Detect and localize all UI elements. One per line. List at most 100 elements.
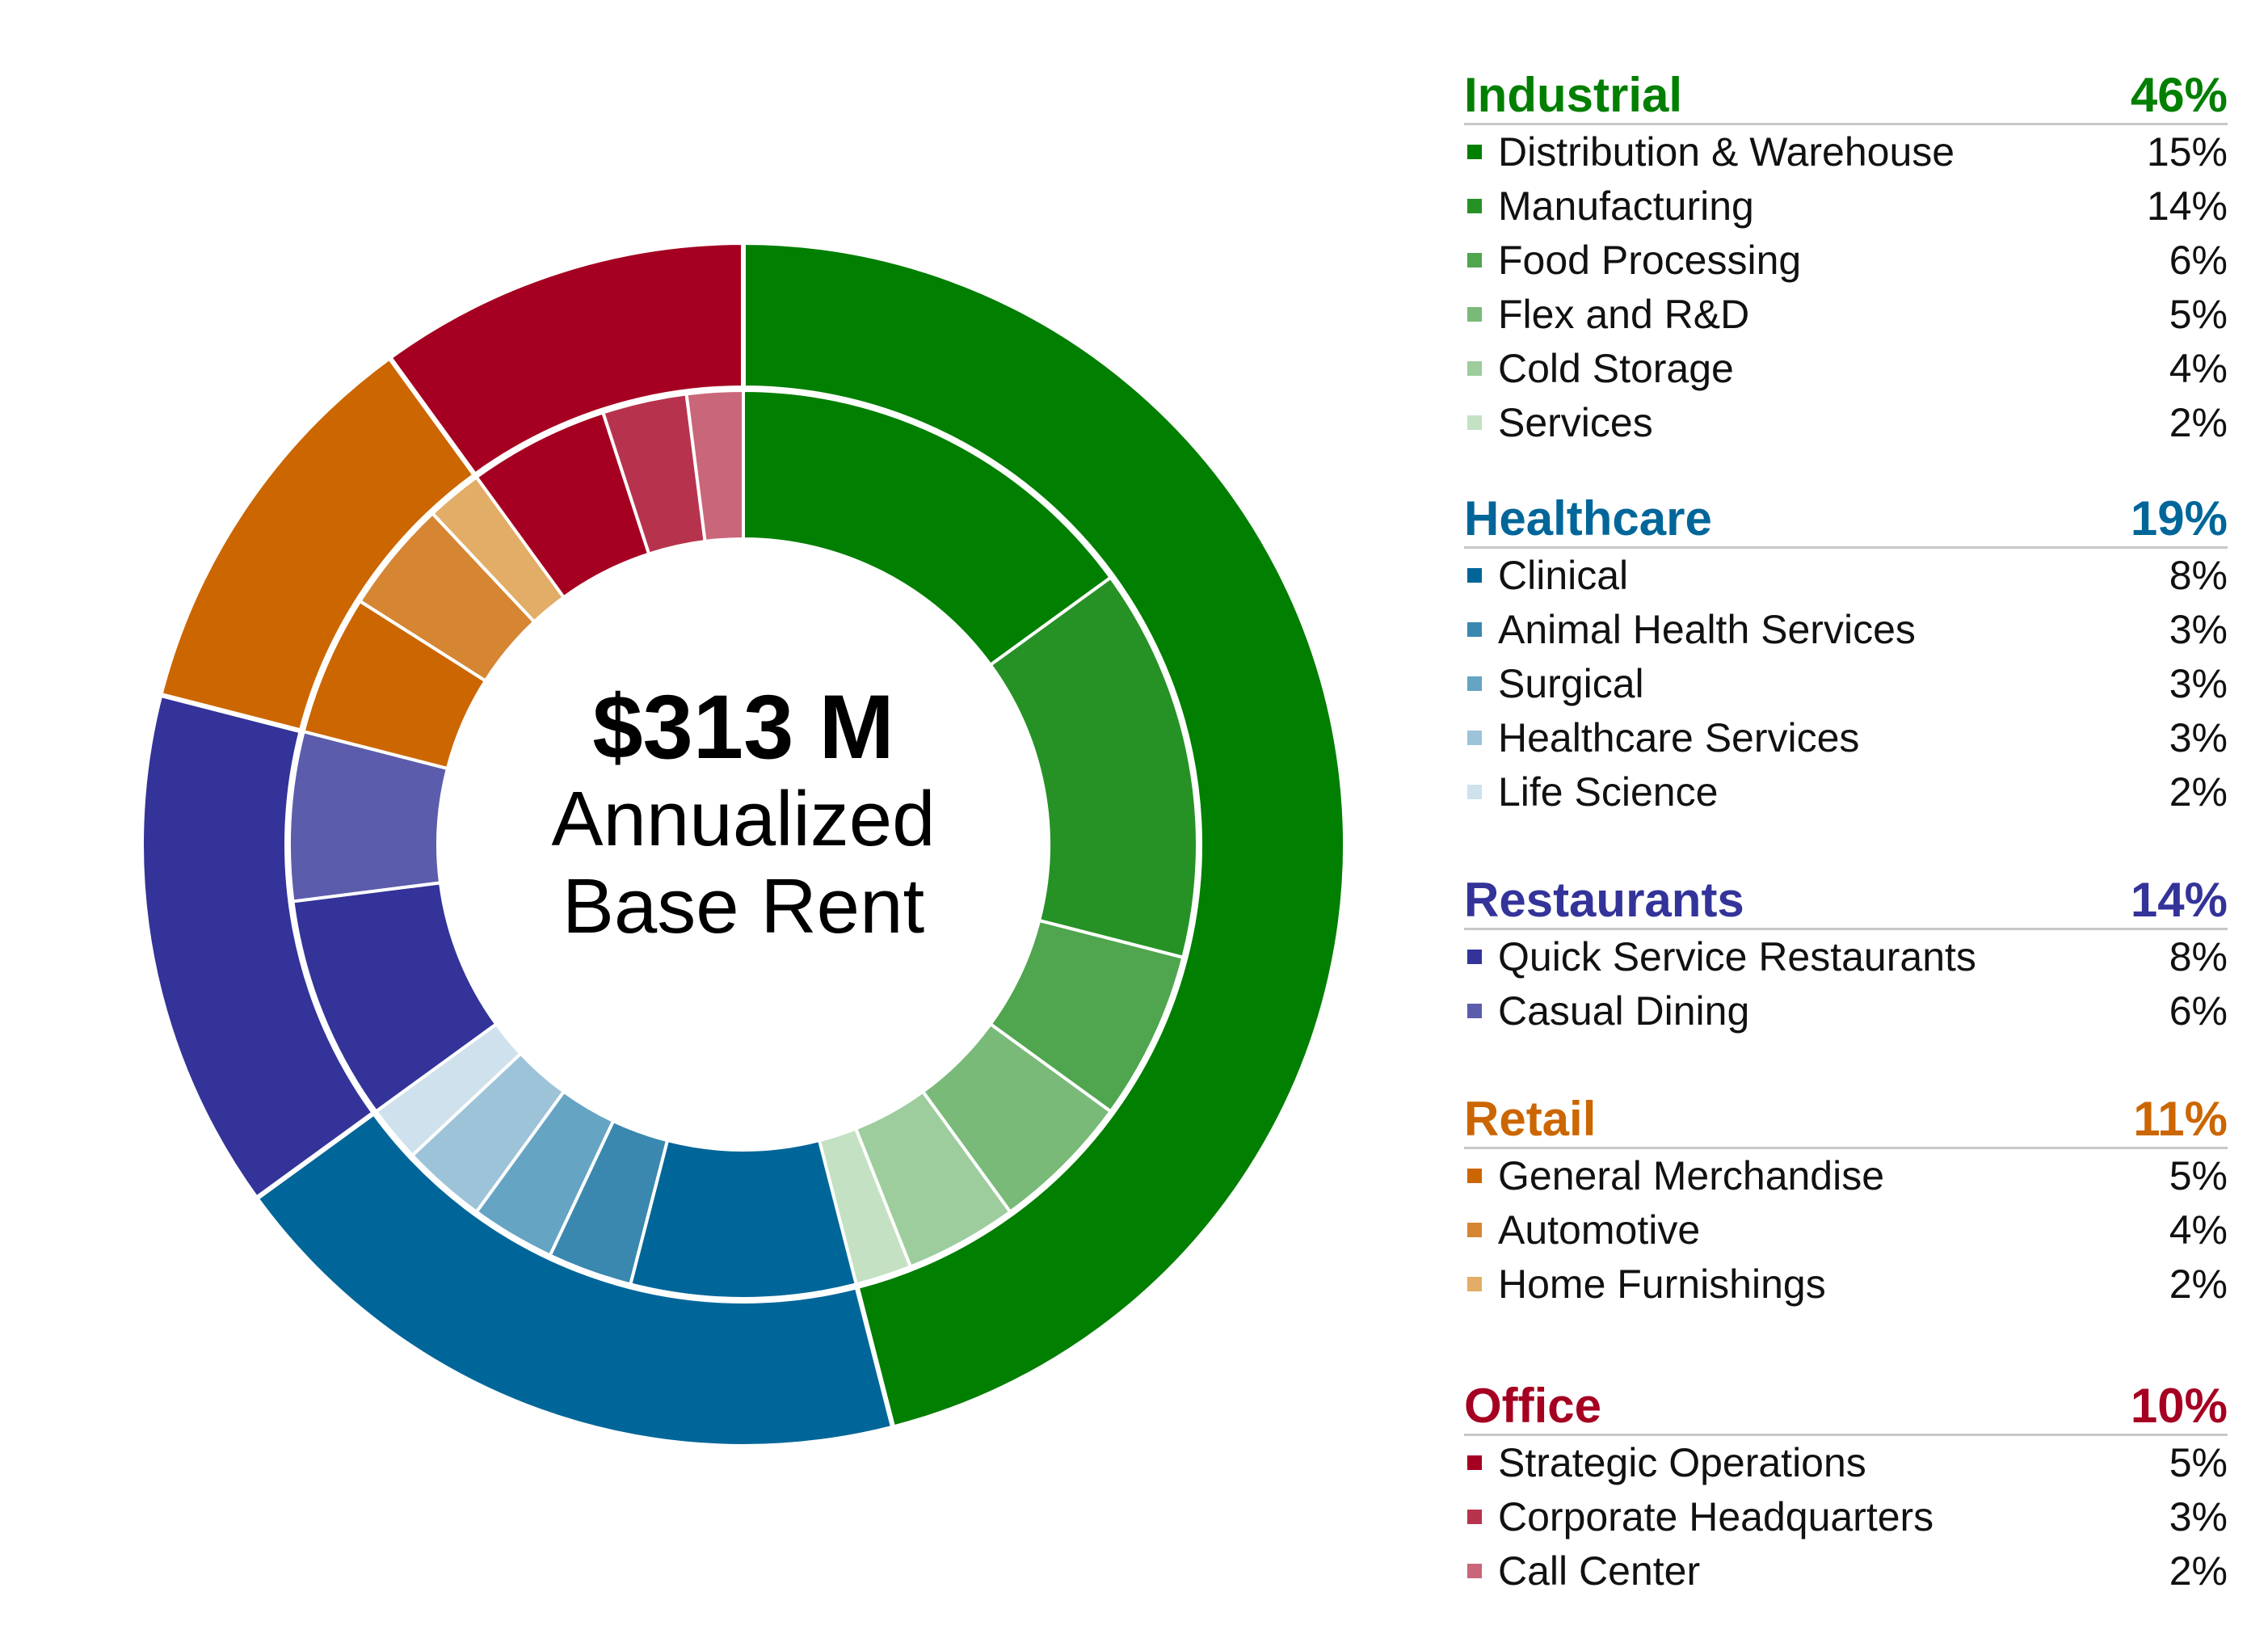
legend-item-label: Distribution & Warehouse [1498, 129, 1955, 175]
legend-swatch [1467, 1455, 1482, 1470]
legend-group-healthcare: Healthcare 19% Clinical 8% Animal Health S… [1464, 480, 2228, 819]
legend-item-percent: 2% [2169, 400, 2228, 445]
legend-item: Home Furnishings 2% [1464, 1257, 2228, 1312]
legend-item: Healthcare Services 3% [1464, 711, 2228, 765]
inner-slice-clinical [628, 1138, 859, 1300]
legend-item-label: Manufacturing [1498, 183, 1754, 229]
legend-group-header: Restaurants 14% [1464, 861, 2228, 930]
legend-item-percent: 4% [2169, 1207, 2228, 1253]
legend-swatch [1467, 199, 1482, 213]
legend-group-name: Retail [1464, 1092, 1597, 1146]
legend-item-label: Healthcare Services [1498, 715, 1860, 760]
legend-item-percent: 2% [2169, 769, 2228, 815]
legend-swatch [1467, 145, 1482, 159]
legend-item: Surgical 3% [1464, 657, 2228, 711]
legend-group-percent: 14% [2130, 873, 2228, 927]
legend-item-label: Services [1498, 400, 1653, 445]
center-line-1: Annualized [551, 776, 936, 862]
legend-group-header: Retail 11% [1464, 1080, 2228, 1149]
legend-item-label: Flex and R&D [1498, 292, 1750, 337]
legend-item-percent: 8% [2169, 934, 2228, 979]
legend-item-label: Call Center [1498, 1548, 1701, 1594]
legend-group-percent: 10% [2130, 1379, 2228, 1433]
legend-swatch [1467, 415, 1482, 430]
legend-item-label: Life Science [1498, 769, 1719, 815]
legend-group-header: Office 10% [1464, 1367, 2228, 1436]
legend-swatch [1467, 1510, 1482, 1524]
legend-item-label: Strategic Operations [1498, 1440, 1866, 1485]
legend-item: Strategic Operations 5% [1464, 1436, 2228, 1490]
legend-item-percent: 5% [2169, 1440, 2228, 1485]
legend-item-percent: 14% [2146, 183, 2228, 229]
legend-items: Distribution & Warehouse 15% Manufacturing… [1464, 125, 2228, 450]
legend-group-retail: Retail 11% General Merchandise 5% Automoti… [1464, 1080, 2228, 1312]
nested-donut-chart [139, 239, 1348, 1449]
legend-item-percent: 4% [2169, 346, 2228, 391]
legend-group-name: Restaurants [1464, 873, 1744, 927]
legend-item-label: Surgical [1498, 661, 1644, 706]
legend-item: Distribution & Warehouse 15% [1464, 125, 2228, 179]
legend-group-percent: 19% [2130, 491, 2228, 545]
inner-ring [288, 388, 1199, 1300]
outer-slice-office [385, 239, 746, 479]
legend-swatch [1467, 1169, 1482, 1183]
legend-item-percent: 3% [2169, 607, 2228, 652]
legend-swatch [1467, 950, 1482, 964]
legend-group-office: Office 10% Strategic Operations 5% Corpora… [1464, 1367, 2228, 1598]
legend-item-percent: 5% [2169, 292, 2228, 337]
legend-item-percent: 6% [2169, 988, 2228, 1034]
legend-items: Strategic Operations 5% Corporate Headquar… [1464, 1436, 2228, 1598]
total-amount: $313 M [592, 676, 894, 777]
legend-item-percent: 2% [2169, 1261, 2228, 1307]
legend-items: Clinical 8% Animal Health Services 3% Surgic… [1464, 549, 2228, 819]
legend-item: Manufacturing 14% [1464, 179, 2228, 234]
legend-group-name: Office [1464, 1379, 1602, 1433]
legend-item-label: Clinical [1498, 553, 1629, 598]
legend-item-label: Corporate Headquarters [1498, 1494, 1934, 1539]
legend-item-label: Animal Health Services [1498, 607, 1916, 652]
legend-swatch [1467, 1223, 1482, 1237]
legend-item-percent: 5% [2169, 1153, 2228, 1198]
legend-item: Automotive 4% [1464, 1203, 2228, 1257]
legend-item-label: General Merchandise [1498, 1153, 1885, 1198]
legend-group-header: Healthcare 19% [1464, 480, 2228, 549]
legend-item: Animal Health Services 3% [1464, 603, 2228, 657]
inner-slice-call-center [684, 388, 745, 544]
legend-swatch [1467, 307, 1482, 322]
legend-group-name: Healthcare [1464, 491, 1712, 545]
legend-group-industrial: Industrial 46% Distribution & Warehouse 1… [1464, 57, 2228, 450]
legend-swatch [1467, 1277, 1482, 1291]
legend-item: General Merchandise 5% [1464, 1149, 2228, 1203]
legend-item: Services 2% [1464, 396, 2228, 450]
legend-item-label: Quick Service Restaurants [1498, 934, 1976, 979]
legend-items: General Merchandise 5% Automotive 4% Home Fu… [1464, 1149, 2228, 1312]
legend-swatch [1467, 676, 1482, 691]
legend-item: Flex and R&D 5% [1464, 288, 2228, 342]
outer-slice-healthcare [253, 1109, 896, 1449]
legend-group-name: Industrial [1464, 68, 1683, 122]
legend-swatch [1467, 361, 1482, 376]
legend-swatch [1467, 731, 1482, 745]
legend-swatch [1467, 622, 1482, 637]
legend-item: Casual Dining 6% [1464, 984, 2228, 1038]
legend-swatch [1467, 568, 1482, 583]
legend-item: Quick Service Restaurants 8% [1464, 930, 2228, 984]
legend-group-restaurants: Restaurants 14% Quick Service Restaurant… [1464, 861, 2228, 1038]
legend-item-label: Cold Storage [1498, 346, 1734, 391]
legend-item-percent: 2% [2169, 1548, 2228, 1594]
legend-item-percent: 6% [2169, 238, 2228, 283]
legend-item-percent: 3% [2169, 661, 2228, 706]
legend-item: Life Science 2% [1464, 765, 2228, 819]
legend-swatch [1467, 1564, 1482, 1578]
outer-ring [139, 239, 1348, 1449]
center-line-2: Base Rent [562, 863, 925, 950]
legend-group-percent: 46% [2130, 68, 2228, 122]
legend-item: Food Processing 6% [1464, 234, 2228, 288]
legend-item-label: Home Furnishings [1498, 1261, 1826, 1307]
center-label: $313 M Annualized Base Rent [420, 679, 1067, 1051]
legend-swatch [1467, 253, 1482, 267]
inner-slice-manufacturing [988, 575, 1199, 960]
legend-item-percent: 8% [2169, 553, 2228, 598]
legend-swatch [1467, 785, 1482, 799]
legend-group-header: Industrial 46% [1464, 57, 2228, 125]
